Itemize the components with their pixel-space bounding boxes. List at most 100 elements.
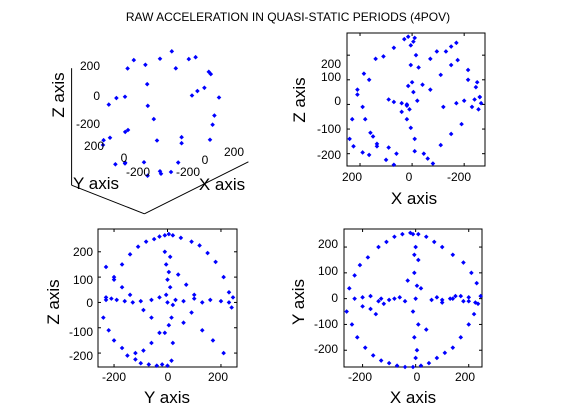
data-point	[410, 309, 416, 314]
y-tick-label: -100	[69, 325, 93, 339]
data-point	[169, 315, 174, 320]
data-point	[119, 345, 125, 351]
data-point	[122, 94, 128, 100]
data-point	[466, 322, 472, 327]
data-point	[450, 345, 456, 350]
data-point	[199, 300, 205, 305]
data-point	[119, 262, 125, 267]
data-point	[226, 300, 232, 305]
data-point	[368, 293, 373, 299]
data-point	[413, 52, 419, 58]
y-tick-label: -200	[69, 349, 93, 363]
data-point	[349, 116, 355, 122]
x-tick-label: -200	[447, 170, 471, 184]
y-tick-label: 0	[86, 296, 93, 310]
x-tick-label: -200	[176, 165, 200, 179]
data-point	[409, 79, 415, 85]
data-point	[386, 360, 392, 366]
data-point	[408, 62, 414, 68]
data-point	[376, 298, 381, 304]
data-point	[407, 107, 412, 112]
data-point	[418, 363, 424, 369]
data-point	[450, 296, 456, 301]
data-point	[366, 77, 372, 83]
data-point	[414, 283, 420, 289]
data-point	[127, 252, 133, 257]
data-point	[100, 142, 106, 148]
x-tick-label: 0	[406, 170, 413, 184]
data-point	[157, 234, 162, 239]
data-point	[122, 129, 128, 135]
data-point	[362, 345, 368, 350]
data-point	[349, 322, 355, 327]
data-point	[374, 141, 380, 147]
data-point	[166, 269, 172, 275]
data-point	[413, 355, 418, 361]
data-point	[149, 315, 154, 320]
data-point	[438, 72, 444, 78]
data-point	[412, 335, 417, 340]
data-point	[122, 160, 128, 165]
data-point	[122, 298, 128, 304]
data-point	[167, 254, 173, 260]
data-point	[162, 249, 168, 255]
data-point	[465, 67, 471, 73]
data-point	[412, 148, 417, 154]
data-point	[373, 311, 379, 317]
data-point	[466, 295, 472, 300]
data-point	[131, 57, 137, 63]
data-point	[221, 274, 226, 280]
z-tick-label: -200	[76, 117, 100, 131]
axes-3d-box	[71, 68, 249, 215]
data-point	[205, 250, 210, 256]
data-point	[475, 301, 481, 307]
data-point	[439, 244, 445, 250]
y-tick-label: -100	[317, 122, 341, 136]
data-point	[386, 97, 391, 102]
x-tick-label: -200	[348, 370, 372, 384]
tick-marks	[344, 229, 482, 367]
data-point	[157, 168, 163, 174]
data-point	[373, 56, 378, 62]
data-point	[109, 296, 114, 301]
data-point	[113, 162, 118, 167]
data-point	[383, 157, 389, 163]
data-point	[478, 293, 483, 299]
data-point	[423, 234, 429, 240]
data-point	[189, 310, 194, 315]
subplot-xy: 200 100 0 -100 -200 -200 0 200 X axis Y …	[289, 228, 483, 407]
data-point	[461, 98, 467, 104]
z-axis-label: Z axis	[49, 72, 68, 117]
data-point	[401, 36, 407, 42]
data-point	[455, 57, 460, 63]
subplot-xz: 200 100 0 -100 -200 200 0 -200 X axis Z …	[290, 32, 486, 208]
data-point	[175, 160, 181, 165]
x-tick-label: -200	[102, 370, 126, 384]
y-tick-label: 100	[321, 70, 341, 84]
data-point	[420, 82, 425, 88]
data-point	[178, 235, 184, 241]
data-point	[391, 45, 397, 51]
data-point	[410, 364, 416, 370]
scatter-points-yz	[101, 231, 236, 369]
y-tick-label: 100	[318, 264, 338, 278]
data-point	[135, 244, 141, 250]
data-point	[459, 121, 464, 127]
data-point	[191, 292, 197, 298]
data-point	[465, 77, 471, 83]
y-tick-label: -200	[314, 342, 338, 356]
data-point	[361, 71, 367, 76]
data-point	[141, 159, 147, 165]
data-point	[370, 134, 376, 139]
subplot-3d: 200 0 -200 200 0 -200 -200 0 200 Z axis …	[49, 49, 249, 215]
data-point	[165, 363, 170, 369]
data-point	[169, 49, 175, 54]
data-point	[360, 304, 365, 309]
data-point	[428, 87, 433, 92]
data-point	[159, 362, 165, 367]
data-point	[125, 353, 130, 358]
data-point	[450, 252, 456, 258]
plot-frame	[97, 228, 238, 368]
scatter-points-3d	[100, 49, 222, 178]
data-point	[442, 350, 448, 356]
